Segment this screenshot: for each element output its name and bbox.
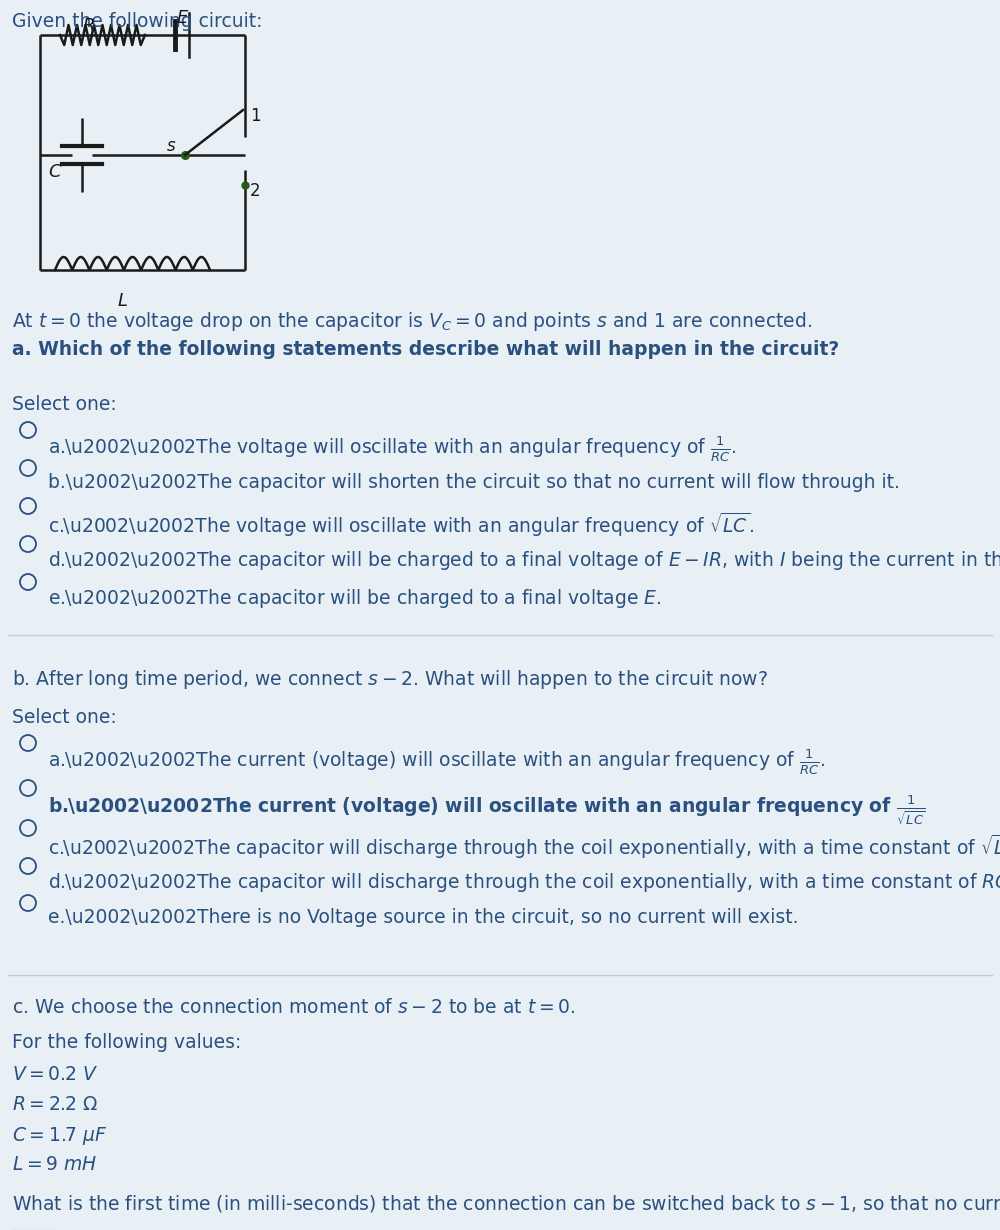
Text: e.\u2002\u2002There is no Voltage source in the circuit, so no current will exis: e.\u2002\u2002There is no Voltage source… xyxy=(48,908,798,927)
Text: c.\u2002\u2002The capacitor will discharge through the coil exponentially, with : c.\u2002\u2002The capacitor will dischar… xyxy=(48,833,1000,861)
Text: a.\u2002\u2002The current (voltage) will oscillate with an angular frequency of : a.\u2002\u2002The current (voltage) will… xyxy=(48,748,826,777)
Text: R: R xyxy=(83,17,96,34)
Text: a.\u2002\u2002The voltage will oscillate with an angular frequency of $\frac{1}{: a.\u2002\u2002The voltage will oscillate… xyxy=(48,435,737,465)
Text: d.\u2002\u2002The capacitor will discharge through the coil exponentially, with : d.\u2002\u2002The capacitor will dischar… xyxy=(48,871,1000,894)
Text: 2: 2 xyxy=(250,182,261,200)
Text: d.\u2002\u2002The capacitor will be charged to a final voltage of $E - IR$, with: d.\u2002\u2002The capacitor will be char… xyxy=(48,549,1000,572)
Text: $C = 1.7$ $\mu F$: $C = 1.7$ $\mu F$ xyxy=(12,1125,107,1148)
Text: c. We choose the connection moment of $s - 2$ to be at $t = 0$.: c. We choose the connection moment of $s… xyxy=(12,998,575,1017)
Text: C: C xyxy=(48,164,61,181)
Text: a. Which of the following statements describe what will happen in the circuit?: a. Which of the following statements des… xyxy=(12,339,839,359)
Text: What is the first time (in milli-seconds) that the connection can be switched ba: What is the first time (in milli-seconds… xyxy=(12,1193,1000,1216)
Text: b.\u2002\u2002The current (voltage) will oscillate with an angular frequency of : b.\u2002\u2002The current (voltage) will… xyxy=(48,793,926,827)
Text: $L = 9$ $mH$: $L = 9$ $mH$ xyxy=(12,1155,97,1173)
Text: $R = 2.2$ $\Omega$: $R = 2.2$ $\Omega$ xyxy=(12,1095,98,1114)
Text: c.\u2002\u2002The voltage will oscillate with an angular frequency of $\sqrt{LC}: c.\u2002\u2002The voltage will oscillate… xyxy=(48,510,754,539)
Text: For the following values:: For the following values: xyxy=(12,1033,241,1052)
Text: $V = 0.2$ $V$: $V = 0.2$ $V$ xyxy=(12,1065,99,1084)
Text: L: L xyxy=(118,292,128,310)
Text: Given the following circuit:: Given the following circuit: xyxy=(12,12,262,31)
Text: s: s xyxy=(167,137,176,155)
Text: E: E xyxy=(177,9,188,27)
Text: Select one:: Select one: xyxy=(12,708,117,727)
Text: e.\u2002\u2002The capacitor will be charged to a final voltage $E$.: e.\u2002\u2002The capacitor will be char… xyxy=(48,587,661,610)
Text: 1: 1 xyxy=(250,107,261,125)
Text: b. After long time period, we connect $s - 2$. What will happen to the circuit n: b. After long time period, we connect $s… xyxy=(12,668,768,691)
Text: Select one:: Select one: xyxy=(12,395,117,415)
Text: b.\u2002\u2002The capacitor will shorten the circuit so that no current will flo: b.\u2002\u2002The capacitor will shorten… xyxy=(48,474,900,492)
Text: At $t = 0$ the voltage drop on the capacitor is $V_C = 0$ and points $s$ and $1$: At $t = 0$ the voltage drop on the capac… xyxy=(12,310,812,333)
